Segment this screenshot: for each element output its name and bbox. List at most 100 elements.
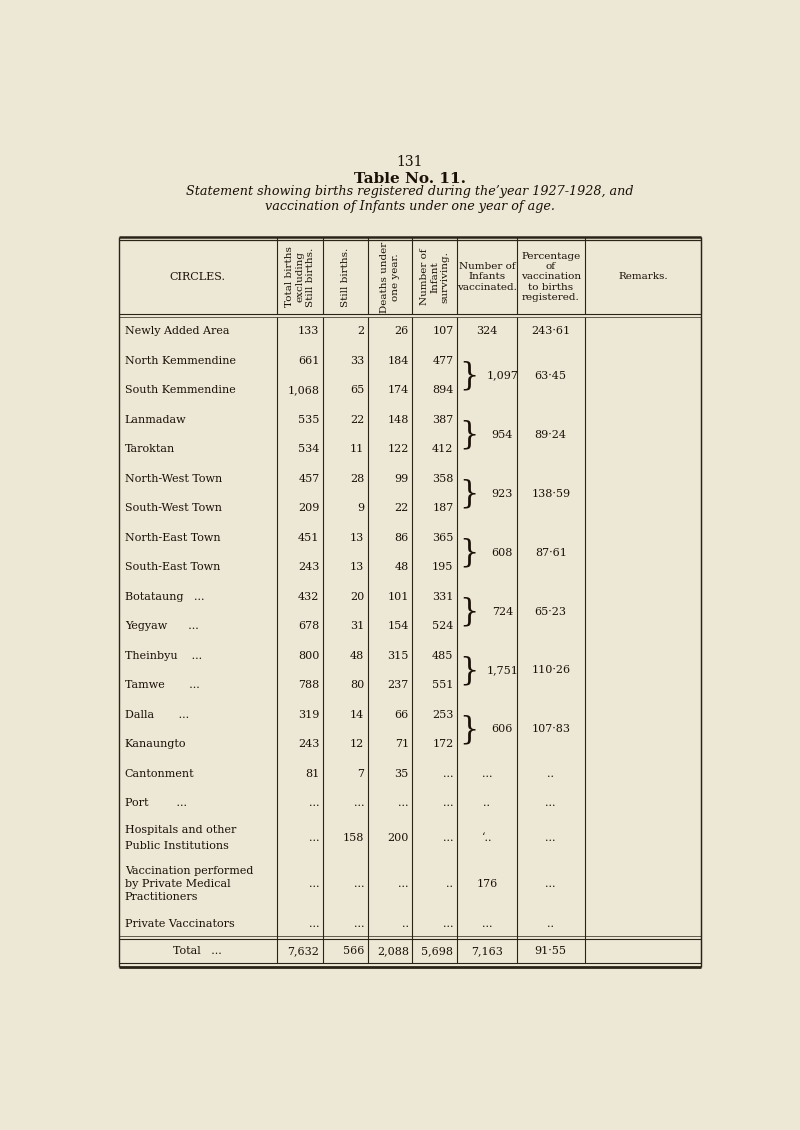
Text: 63·45: 63·45 bbox=[534, 371, 566, 381]
Text: Private Vaccinators: Private Vaccinators bbox=[125, 919, 234, 929]
Text: 1,751: 1,751 bbox=[486, 666, 518, 676]
Text: 22: 22 bbox=[394, 503, 409, 513]
Text: 412: 412 bbox=[432, 444, 454, 454]
Text: 174: 174 bbox=[387, 385, 409, 396]
Text: 184: 184 bbox=[387, 356, 409, 366]
Text: Number of
Infant
surviving.: Number of Infant surviving. bbox=[420, 249, 450, 305]
Text: 12: 12 bbox=[350, 739, 364, 749]
Text: 534: 534 bbox=[298, 444, 319, 454]
Text: 606: 606 bbox=[492, 724, 513, 734]
Text: ...: ... bbox=[482, 768, 492, 779]
Text: North-West Town: North-West Town bbox=[125, 473, 222, 484]
Text: ...: ... bbox=[482, 919, 492, 929]
Text: ...: ... bbox=[443, 768, 454, 779]
Text: ...: ... bbox=[309, 833, 319, 843]
Text: Tamwe       ...: Tamwe ... bbox=[125, 680, 199, 690]
Text: 2: 2 bbox=[357, 327, 364, 337]
Text: 138·59: 138·59 bbox=[531, 488, 570, 498]
Text: 158: 158 bbox=[342, 833, 364, 843]
Text: 253: 253 bbox=[432, 710, 454, 720]
Text: 9: 9 bbox=[357, 503, 364, 513]
Text: 209: 209 bbox=[298, 503, 319, 513]
Text: 324: 324 bbox=[476, 327, 498, 337]
Text: 66: 66 bbox=[394, 710, 409, 720]
Text: ...: ... bbox=[546, 798, 556, 808]
Text: Statement showing births registered during the’year 1927-1928, and
vaccination o: Statement showing births registered duri… bbox=[186, 185, 634, 214]
Text: 477: 477 bbox=[432, 356, 454, 366]
Text: 110·26: 110·26 bbox=[531, 666, 570, 676]
Text: 176: 176 bbox=[476, 879, 498, 889]
Text: ..: .. bbox=[547, 919, 554, 929]
Text: 101: 101 bbox=[387, 592, 409, 602]
Text: ...: ... bbox=[443, 798, 454, 808]
Text: 65·23: 65·23 bbox=[534, 607, 566, 617]
Text: 7,632: 7,632 bbox=[288, 946, 319, 956]
Text: 1,068: 1,068 bbox=[287, 385, 319, 396]
Text: ...: ... bbox=[309, 919, 319, 929]
Text: 894: 894 bbox=[432, 385, 454, 396]
Text: Lanmadaw: Lanmadaw bbox=[125, 415, 186, 425]
Text: 535: 535 bbox=[298, 415, 319, 425]
Text: Kanaungto: Kanaungto bbox=[125, 739, 186, 749]
Text: 11: 11 bbox=[350, 444, 364, 454]
Text: 195: 195 bbox=[432, 563, 454, 572]
Text: 788: 788 bbox=[298, 680, 319, 690]
Text: Vaccination performed: Vaccination performed bbox=[125, 867, 253, 876]
Text: Port        ...: Port ... bbox=[125, 798, 187, 808]
Text: 107: 107 bbox=[432, 327, 454, 337]
Text: CIRCLES.: CIRCLES. bbox=[170, 272, 226, 282]
Text: 81: 81 bbox=[306, 768, 319, 779]
Text: 13: 13 bbox=[350, 563, 364, 572]
Text: South-East Town: South-East Town bbox=[125, 563, 220, 572]
Text: 954: 954 bbox=[492, 429, 513, 440]
Text: ...: ... bbox=[443, 919, 454, 929]
Text: Theinbyu    ...: Theinbyu ... bbox=[125, 651, 202, 661]
Text: 200: 200 bbox=[387, 833, 409, 843]
Text: ...: ... bbox=[354, 798, 364, 808]
Text: 243: 243 bbox=[298, 563, 319, 572]
Text: 315: 315 bbox=[387, 651, 409, 661]
Text: 243: 243 bbox=[298, 739, 319, 749]
Text: ‘..: ‘.. bbox=[482, 833, 492, 843]
Text: 1,097: 1,097 bbox=[486, 371, 518, 381]
Text: Table No. 11.: Table No. 11. bbox=[354, 172, 466, 186]
Text: ..: .. bbox=[547, 768, 554, 779]
Text: North Kemmendine: North Kemmendine bbox=[125, 356, 236, 366]
Text: 35: 35 bbox=[394, 768, 409, 779]
Text: Newly Added Area: Newly Added Area bbox=[125, 327, 230, 337]
Text: 87·61: 87·61 bbox=[535, 548, 566, 557]
Text: Yegyaw      ...: Yegyaw ... bbox=[125, 622, 198, 632]
Text: 457: 457 bbox=[298, 473, 319, 484]
Text: }: } bbox=[459, 714, 479, 745]
Text: 122: 122 bbox=[387, 444, 409, 454]
Text: 7,163: 7,163 bbox=[471, 946, 503, 956]
Text: 14: 14 bbox=[350, 710, 364, 720]
Text: Total births
excluding
Still births.: Total births excluding Still births. bbox=[285, 246, 315, 307]
Text: 31: 31 bbox=[350, 622, 364, 632]
Text: 107·83: 107·83 bbox=[531, 724, 570, 734]
Text: ..: .. bbox=[446, 879, 454, 889]
Text: 89·24: 89·24 bbox=[534, 429, 566, 440]
Text: South Kemmendine: South Kemmendine bbox=[125, 385, 235, 396]
Text: 432: 432 bbox=[298, 592, 319, 602]
Text: 7: 7 bbox=[357, 768, 364, 779]
Text: 451: 451 bbox=[298, 532, 319, 542]
Text: Percentage
of
vaccination
to births
registered.: Percentage of vaccination to births regi… bbox=[521, 252, 581, 303]
Text: South-West Town: South-West Town bbox=[125, 503, 222, 513]
Text: 237: 237 bbox=[387, 680, 409, 690]
Text: 48: 48 bbox=[394, 563, 409, 572]
Text: 365: 365 bbox=[432, 532, 454, 542]
Text: Public Institutions: Public Institutions bbox=[125, 841, 229, 851]
Text: 86: 86 bbox=[394, 532, 409, 542]
Text: 48: 48 bbox=[350, 651, 364, 661]
Text: 20: 20 bbox=[350, 592, 364, 602]
Text: 608: 608 bbox=[492, 548, 513, 557]
Text: Practitioners: Practitioners bbox=[125, 892, 198, 902]
Text: }: } bbox=[459, 360, 479, 391]
Text: 485: 485 bbox=[432, 651, 454, 661]
Text: 387: 387 bbox=[432, 415, 454, 425]
Text: ...: ... bbox=[354, 879, 364, 889]
Text: 99: 99 bbox=[394, 473, 409, 484]
Text: 13: 13 bbox=[350, 532, 364, 542]
Text: ..: .. bbox=[402, 919, 409, 929]
